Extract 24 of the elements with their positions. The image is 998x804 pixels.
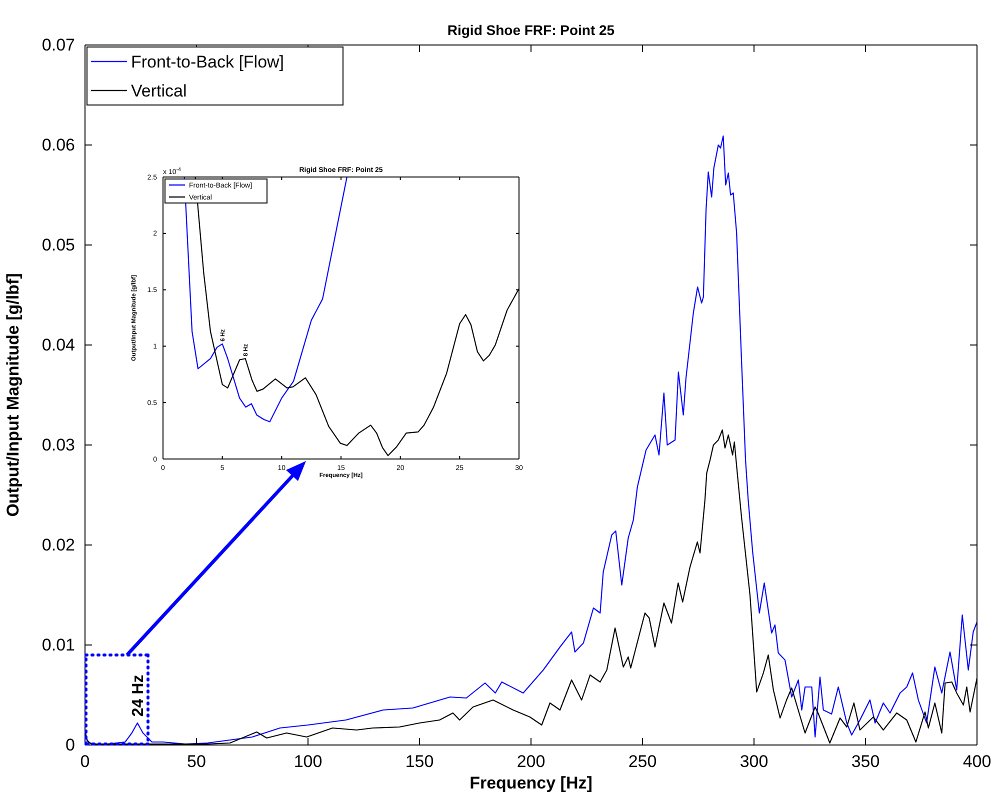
x-tick-label: 0	[80, 752, 90, 772]
line-series	[184, 177, 348, 422]
x-tick-label: 150	[405, 752, 434, 772]
y-axis-title: Output/Input Magnitude [g/lbf]	[4, 273, 23, 517]
y-tick-label: 0.05	[42, 235, 75, 254]
y-tick-label: 0.01	[42, 635, 75, 654]
legend-label: Vertical	[131, 81, 187, 100]
annotation: 24 Hz	[130, 674, 148, 717]
x-tick-label: 300	[740, 752, 768, 772]
x-tick-label: 400	[962, 752, 992, 772]
x-axis-title: Frequency [Hz]	[470, 773, 592, 792]
chart-title: Rigid Shoe FRF: Point 25	[447, 22, 615, 38]
x-tick-label: 100	[294, 752, 322, 772]
y-tick-label: 0.02	[42, 535, 75, 554]
legend-label: Front-to-Back [Flow]	[131, 52, 284, 72]
x-tick-label: 200	[516, 752, 546, 772]
y-tick-label: 0	[66, 735, 75, 754]
x-tick-label: 350	[851, 752, 880, 772]
x-tick-label: 250	[628, 752, 657, 772]
y-tick-label: 0.06	[42, 135, 75, 154]
x-tick-label: 50	[187, 752, 206, 772]
y-tick-label: 0.04	[42, 335, 75, 354]
y-tick-label: 0.03	[42, 435, 75, 454]
y-tick-label: 0.07	[42, 35, 75, 54]
